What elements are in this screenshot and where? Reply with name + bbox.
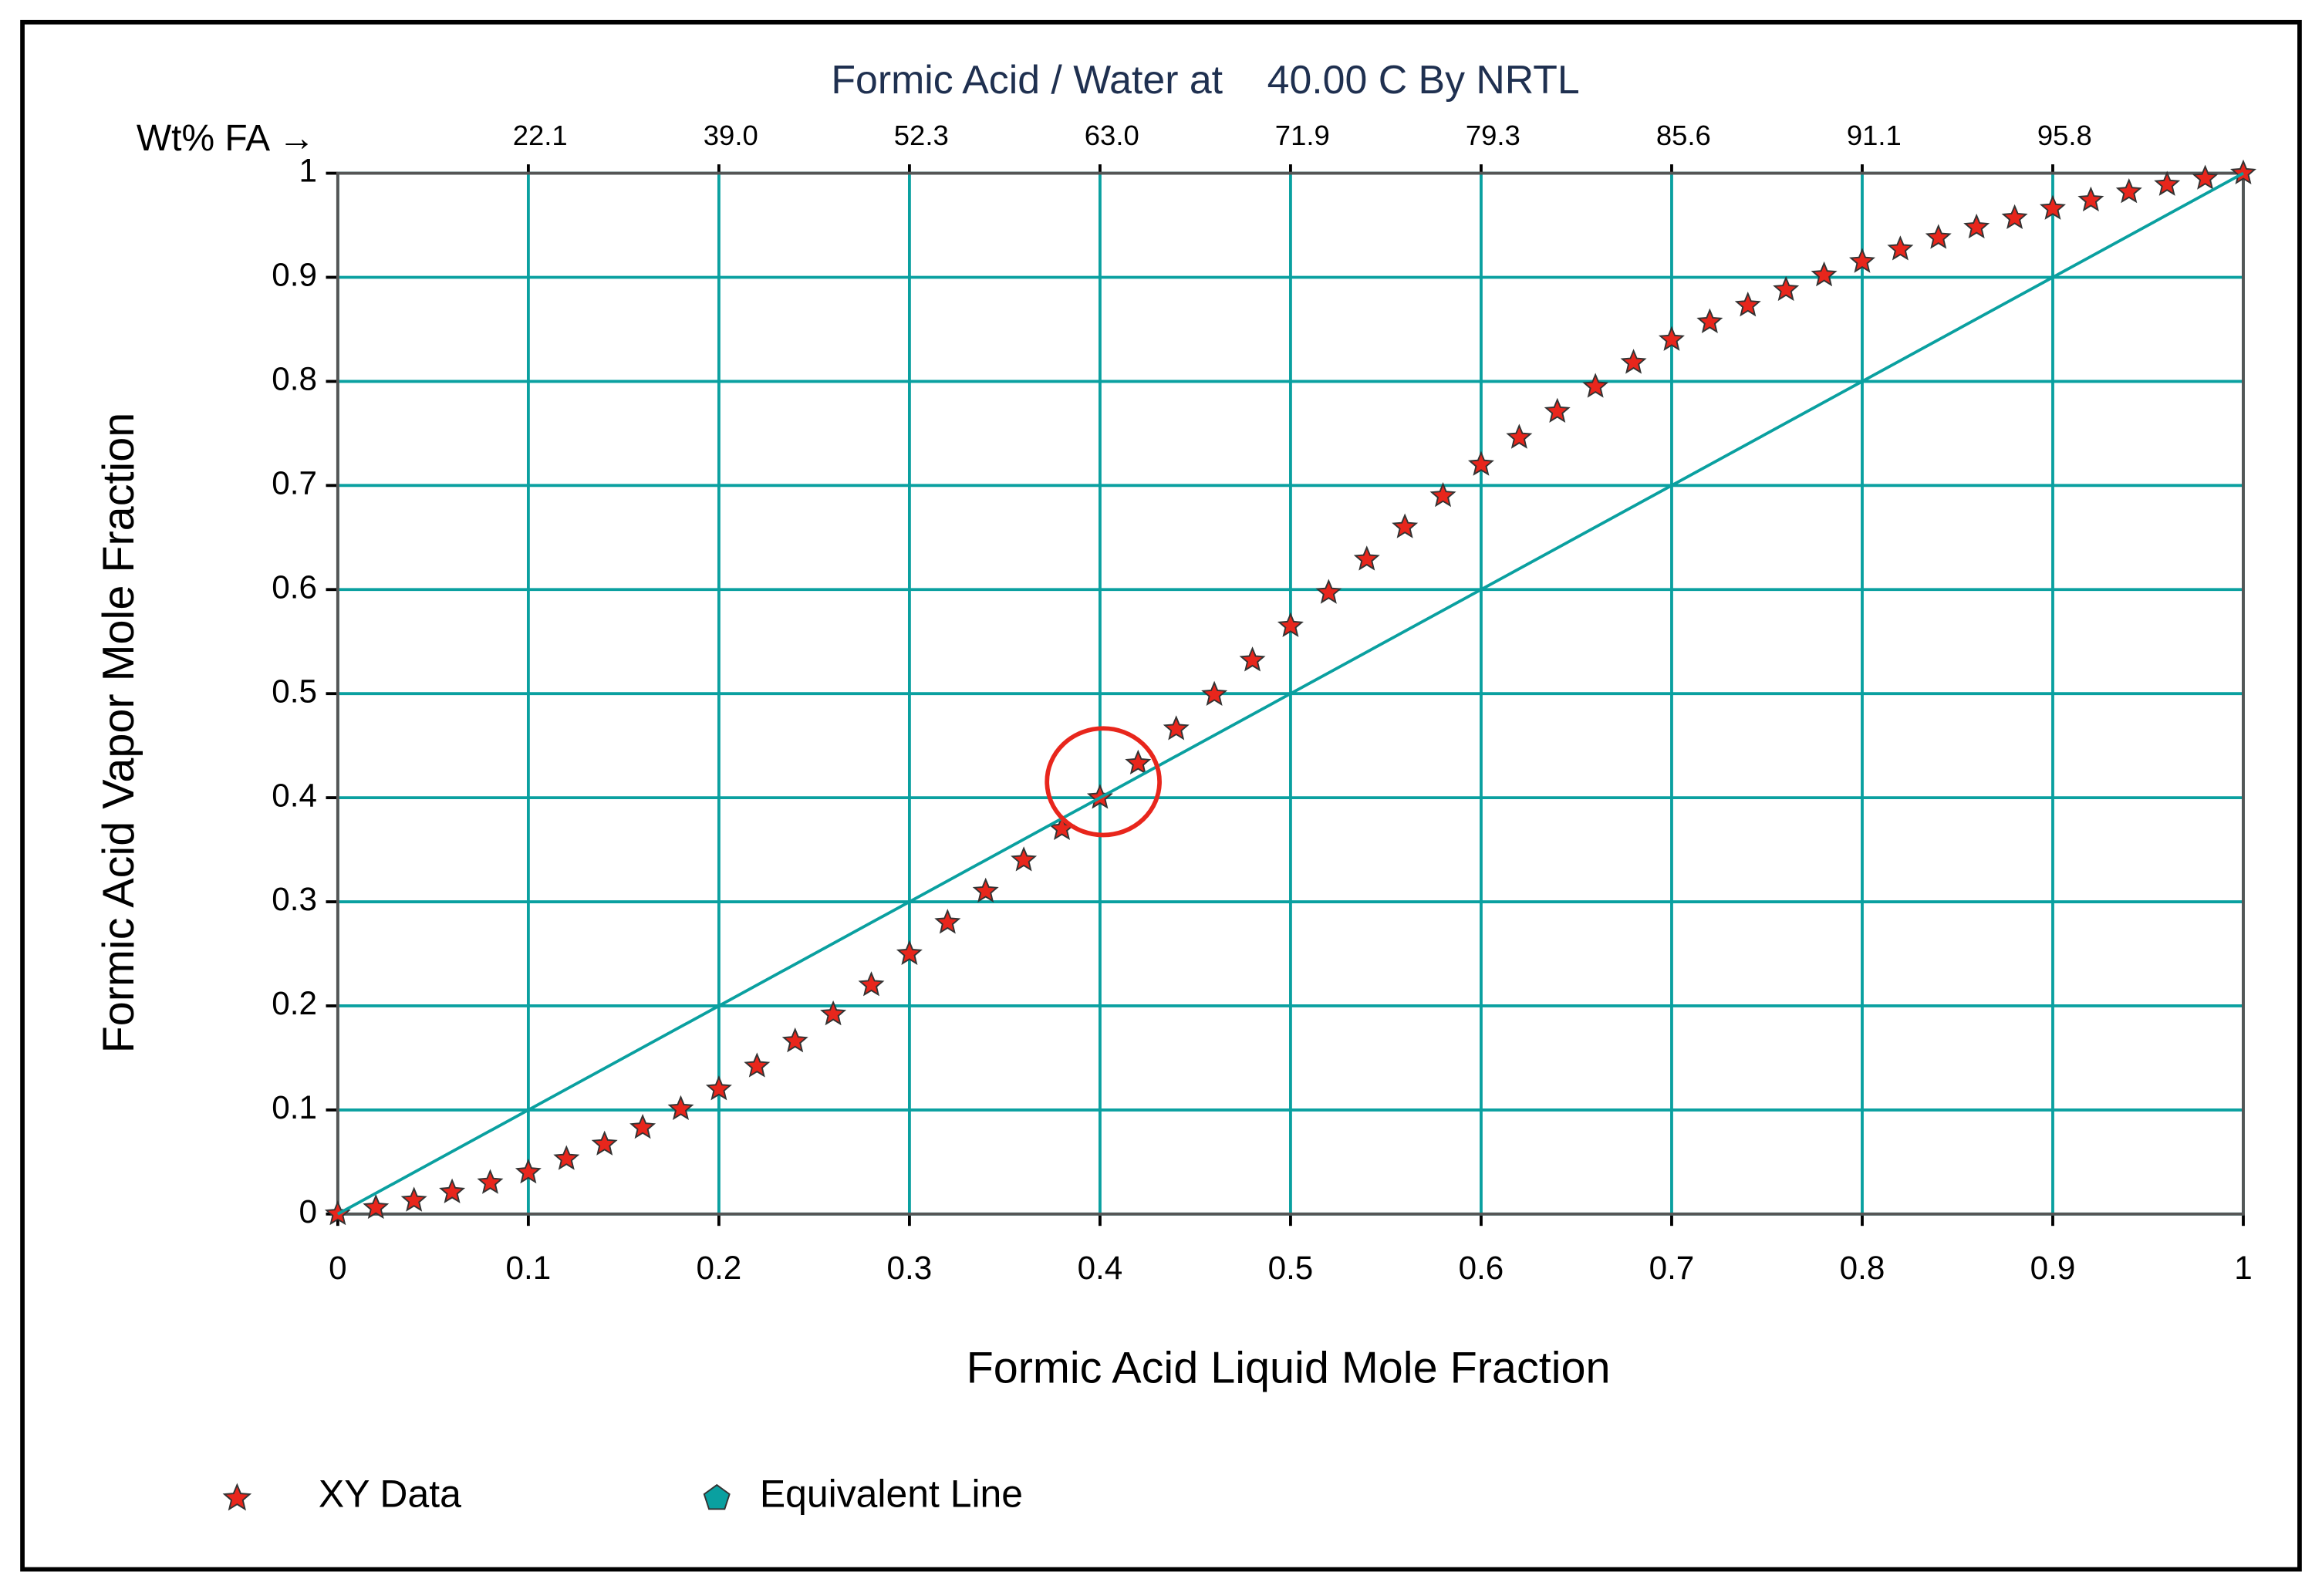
- equivalent-line: [336, 171, 2244, 1216]
- xy-marker: [2077, 186, 2104, 212]
- plot-border: [336, 171, 2245, 1216]
- xy-marker: [629, 1113, 656, 1139]
- xy-marker: [1848, 248, 1875, 273]
- y-tick-label: 0.2: [272, 985, 317, 1021]
- xy-marker: [1353, 545, 1380, 571]
- y-tick-label: 0.1: [272, 1089, 317, 1125]
- xy-marker: [1467, 450, 1494, 476]
- xy-marker: [858, 971, 885, 997]
- xy-marker: [1963, 213, 1990, 239]
- xy-marker: [934, 909, 961, 934]
- x-tick-label: 1: [2234, 1250, 2252, 1286]
- y-tick-label: 0.5: [272, 673, 317, 709]
- xy-marker: [1658, 326, 1685, 351]
- xy-marker: [2001, 204, 2028, 230]
- x2-tick-label: 39.0: [704, 120, 758, 151]
- xy-marker: [1429, 481, 1456, 508]
- x2-tick-label: 71.9: [1275, 120, 1330, 151]
- xy-marker: [1620, 349, 1647, 374]
- xy-marker: [477, 1169, 504, 1194]
- xy-marker: [2040, 194, 2066, 220]
- x-tick-label: 0.6: [1459, 1250, 1504, 1286]
- y-tick-label: 0.7: [272, 464, 317, 501]
- xy-marker: [820, 1000, 847, 1026]
- xy-marker: [2192, 164, 2219, 190]
- xy-marker: [972, 877, 999, 903]
- y-tick-label: 1: [299, 153, 317, 189]
- xy-marker: [1544, 397, 1571, 423]
- xy-marker: [400, 1186, 427, 1212]
- xy-marker: [591, 1130, 618, 1156]
- xy-marker: [1315, 579, 1342, 604]
- x2-tick-label: 63.0: [1085, 120, 1139, 151]
- xy-marker: [1925, 224, 1952, 249]
- x-tick-label: 0.8: [1840, 1250, 1885, 1286]
- xy-marker: [1201, 680, 1228, 706]
- xy-marker: [1696, 308, 1723, 333]
- x-tick-label: 0.7: [1649, 1250, 1695, 1286]
- legend-marker: [703, 1483, 731, 1510]
- xy-marker: [1392, 513, 1419, 538]
- xy-marker: [2115, 177, 2142, 204]
- highlight-circle: [1045, 726, 1162, 838]
- xy-marker: [896, 940, 923, 965]
- x2-tick-label: 95.8: [2037, 120, 2092, 151]
- x-tick-label: 0.1: [506, 1250, 552, 1286]
- x2-axis-label: Wt% FA →: [137, 118, 316, 159]
- xy-marker: [1125, 749, 1152, 775]
- x2-tick-label: 22.1: [513, 120, 568, 151]
- xy-marker: [1239, 646, 1266, 672]
- xy-marker: [1773, 275, 1800, 302]
- y-tick-label: 0.4: [272, 777, 317, 813]
- x-axis-label: Formic Acid Liquid Mole Fraction: [967, 1343, 1611, 1392]
- xy-marker: [363, 1193, 390, 1220]
- xy-marker: [1887, 235, 1914, 261]
- y-tick-label: 0.9: [272, 257, 317, 293]
- xy-marker: [1011, 846, 1038, 872]
- plot-area: 0 0.1 0.2 0.3 0.4 0.5 0.6 0.7 0.8 0.9 1 0 0.1 0.2 0.3 0…: [272, 120, 2256, 1286]
- y-tick-label: 0.3: [272, 881, 317, 917]
- x-tick-label: 0.3: [887, 1250, 933, 1286]
- legend: XY Data Equivalent Line: [222, 1473, 1023, 1516]
- xy-marker: [667, 1095, 694, 1120]
- x-tick-label: 0: [329, 1250, 346, 1286]
- xy-marker: [439, 1178, 466, 1203]
- legend-marker: [222, 1483, 252, 1511]
- xy-marker: [705, 1075, 732, 1101]
- y-tick-label: 0: [299, 1193, 317, 1230]
- chart-title: Formic Acid / Water at 40.00 C By NRTL: [831, 57, 1579, 102]
- xy-marker: [1277, 612, 1304, 637]
- x2-tick-label: 85.6: [1656, 120, 1711, 151]
- legend-label: Equivalent Line: [760, 1473, 1023, 1516]
- x2-tick-label: 79.3: [1466, 120, 1520, 151]
- x-tick-label: 0.5: [1268, 1250, 1314, 1286]
- xy-marker: [515, 1159, 542, 1184]
- xy-marker: [1506, 423, 1533, 449]
- xy-marker: [1163, 715, 1190, 741]
- xy-marker: [1734, 292, 1761, 317]
- legend-label: XY Data: [319, 1473, 461, 1516]
- xy-marker: [2154, 170, 2181, 196]
- xy-marker: [781, 1027, 808, 1053]
- xy-marker: [1582, 373, 1609, 398]
- xy-marker: [553, 1145, 580, 1170]
- x-tick-label: 0.4: [1078, 1250, 1123, 1286]
- xy-marker: [1811, 261, 1838, 287]
- x-tick-label: 0.2: [697, 1250, 742, 1286]
- xy-marker: [744, 1052, 771, 1078]
- x-tick-label: 0.9: [2030, 1250, 2076, 1286]
- x2-tick-label: 91.1: [1847, 120, 1902, 151]
- x2-tick-label: 52.3: [894, 120, 949, 151]
- y-tick-label: 0.8: [272, 361, 317, 397]
- y-axis-label: Formic Acid Vapor Mole Fraction: [94, 413, 143, 1054]
- y-tick-label: 0.6: [272, 569, 317, 605]
